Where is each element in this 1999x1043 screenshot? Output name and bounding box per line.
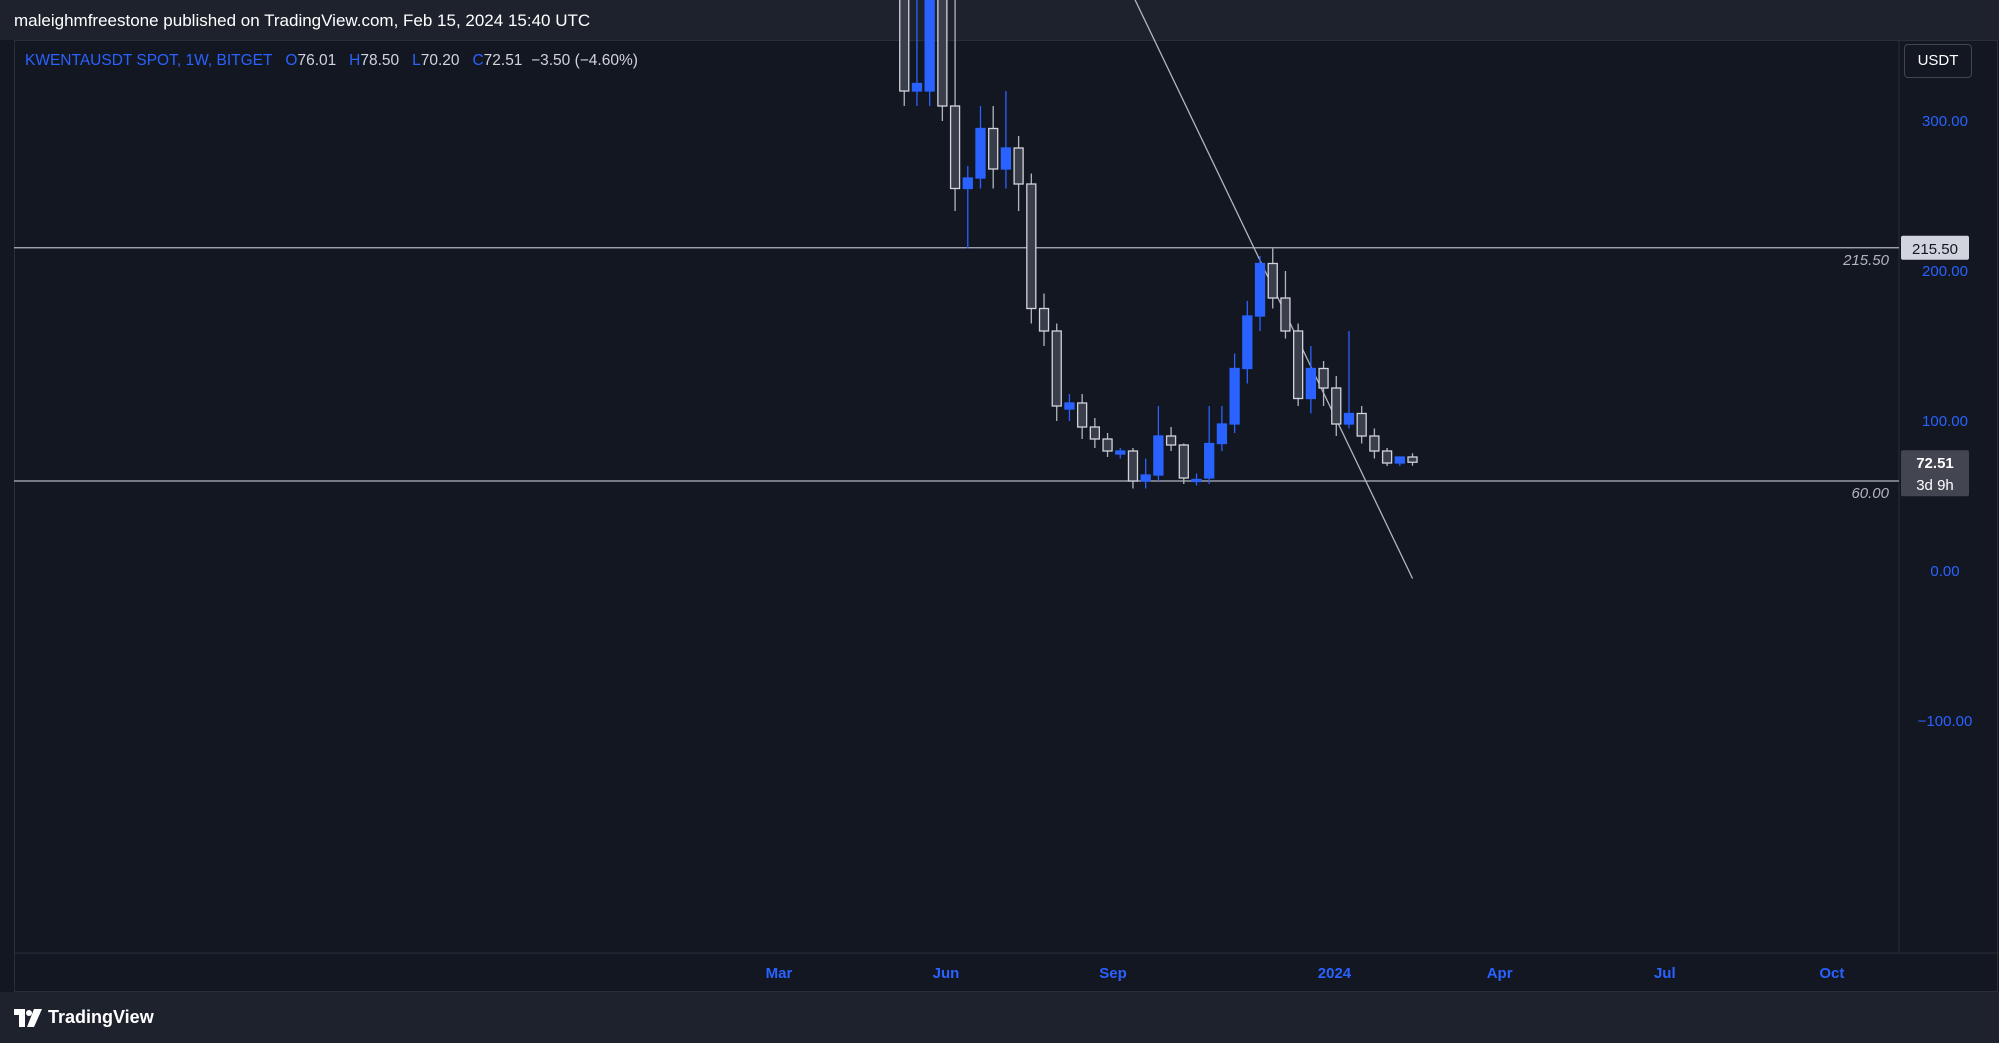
candle-body — [1153, 435, 1164, 476]
price-tick-label: 200.00 — [1922, 263, 1968, 280]
publish-line: maleighmfreestone published on TradingVi… — [14, 11, 591, 30]
candle-body — [1343, 412, 1355, 425]
tradingview-logo-icon — [14, 1008, 42, 1027]
candle-body — [1229, 367, 1240, 425]
horizontal-level-label: 60.00 — [1851, 485, 1889, 502]
candle-body — [1089, 426, 1100, 440]
candle-body — [937, 0, 948, 107]
time-tick-label: Sep — [1099, 965, 1127, 982]
candle-body — [1254, 262, 1266, 317]
horizontal-level-label: 215.50 — [1842, 252, 1890, 269]
candle-body — [1407, 456, 1418, 463]
brand-label: TradingView — [48, 1007, 154, 1027]
candle-body — [1191, 478, 1202, 483]
candle-body — [924, 0, 935, 92]
candle-body — [1356, 412, 1367, 437]
time-tick-label: Oct — [1819, 965, 1844, 982]
candle-body — [988, 127, 999, 170]
level-badge — [1901, 235, 1969, 260]
candle-body — [975, 127, 986, 179]
candle-body — [1051, 330, 1062, 407]
candle-body — [1165, 435, 1177, 446]
open-value: 76.01 — [297, 52, 337, 69]
level-badge-label: 215.50 — [1912, 241, 1958, 258]
price-tick-label: −100.00 — [1918, 713, 1973, 730]
price-tick-label: 300.00 — [1922, 113, 1968, 130]
time-tick-label: Jul — [1654, 965, 1676, 982]
price-tick-label: 100.00 — [1922, 413, 1968, 430]
candle-body — [1293, 330, 1304, 400]
candle-body — [1076, 402, 1088, 428]
candle-body — [949, 105, 961, 190]
candle-body — [1038, 307, 1050, 332]
candle-body — [1216, 423, 1228, 445]
candle-body — [1115, 450, 1126, 455]
time-tick-label: Apr — [1487, 965, 1513, 982]
candle-body — [1242, 315, 1253, 370]
candle-body — [1000, 147, 1012, 170]
candle-body — [911, 82, 923, 92]
candle-body — [1381, 450, 1393, 464]
candle-body — [1318, 367, 1329, 389]
time-tick-label: Jun — [933, 965, 960, 982]
candle-body — [1267, 262, 1278, 299]
candle-body — [899, 0, 910, 92]
close-key: C — [472, 52, 484, 69]
price-tick-label: 0.00 — [1930, 563, 1959, 580]
currency-button[interactable]: USDT — [1904, 44, 1972, 78]
high-value: 78.50 — [360, 52, 400, 69]
time-tick-label: Mar — [766, 965, 793, 982]
candle-body — [1026, 183, 1037, 310]
open-key: O — [285, 52, 298, 69]
top-bar: maleighmfreestone published on TradingVi… — [0, 0, 1999, 40]
candle-body — [1064, 402, 1075, 410]
candle-body — [962, 177, 973, 190]
candle-body — [1178, 444, 1189, 479]
tradingview-brand[interactable]: TradingView — [14, 1007, 154, 1028]
symbol-label[interactable]: KWENTAUSDT SPOT, 1W, BITGET — [25, 52, 273, 69]
bottom-bar — [0, 992, 1999, 1043]
candle-body — [1394, 456, 1405, 464]
candle-body — [1369, 435, 1380, 452]
last-price-badge — [1901, 450, 1969, 497]
candle-body — [1305, 367, 1317, 400]
ohlc-legend: KWENTAUSDT SPOT, 1W, BITGET O76.01 H78.5… — [25, 52, 638, 70]
candle-body — [1013, 147, 1024, 185]
countdown-label: 3d 9h — [1916, 477, 1954, 494]
low-value: 70.20 — [420, 52, 460, 69]
candle-body — [1127, 450, 1139, 482]
candle-body — [1140, 474, 1151, 482]
high-key: H — [349, 52, 361, 69]
candle-body — [1204, 442, 1215, 479]
candle-body — [1280, 297, 1291, 332]
time-tick-label: 2024 — [1318, 965, 1352, 982]
chart-frame — [14, 40, 1998, 992]
close-value: 72.51 — [483, 52, 523, 69]
trendline — [1134, 0, 1414, 579]
low-key: L — [412, 52, 421, 69]
candle-body — [1331, 387, 1342, 425]
change-value: −3.50 (−4.60%) — [531, 52, 638, 69]
candle-body — [1102, 438, 1113, 452]
last-price-label: 72.51 — [1916, 455, 1954, 472]
